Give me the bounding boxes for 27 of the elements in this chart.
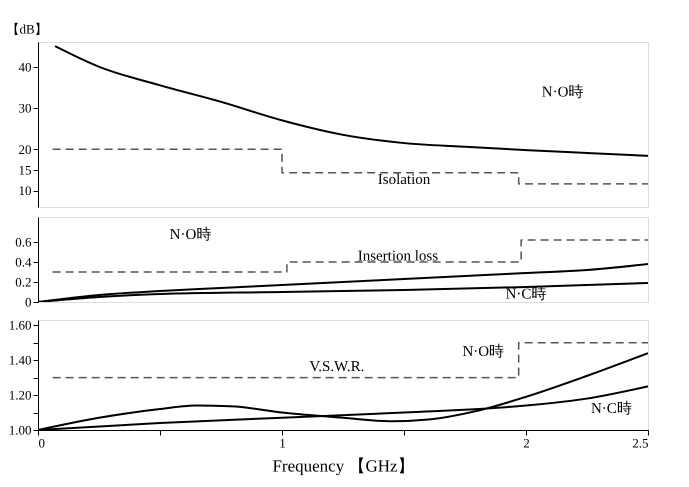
x-tick-label: 2.5	[632, 436, 648, 450]
y-tick-label: 1.60	[8, 318, 32, 333]
y-tick-label: 1.20	[8, 388, 32, 403]
y-tick-label: 30	[18, 100, 32, 116]
y-axis-title: 【dB】	[6, 22, 48, 36]
x-tick-label: 2	[523, 436, 530, 450]
y-tick-label: 20	[18, 142, 32, 157]
annotation: N·C時	[506, 286, 546, 302]
y-tick-label: 40	[18, 59, 32, 74]
y-tick-label: 15	[18, 162, 32, 178]
y-tick-label: 10	[18, 183, 32, 198]
annotation: V.S.W.R.	[309, 359, 364, 376]
annotation: N·C時	[590, 400, 632, 417]
y-tick-label: 1.00	[8, 422, 32, 438]
annotation: N·O時	[170, 226, 212, 243]
x-axis-title: Frequency 【GHz】	[272, 456, 415, 476]
y-tick-label: 0.6	[15, 234, 32, 250]
y-tick-label: 0	[25, 294, 32, 310]
annotation: Insertion loss	[358, 248, 438, 264]
y-tick-label: 1.40	[8, 352, 32, 368]
x-tick-label: 1	[279, 436, 286, 450]
y-tick-label: 0.2	[15, 274, 32, 290]
annotation: Isolation	[378, 172, 431, 188]
x-tick-label: 0	[38, 436, 45, 450]
y-tick-label: 0.4	[15, 254, 32, 270]
annotation: N·O時	[462, 342, 504, 360]
annotation: N·O時	[542, 84, 584, 100]
